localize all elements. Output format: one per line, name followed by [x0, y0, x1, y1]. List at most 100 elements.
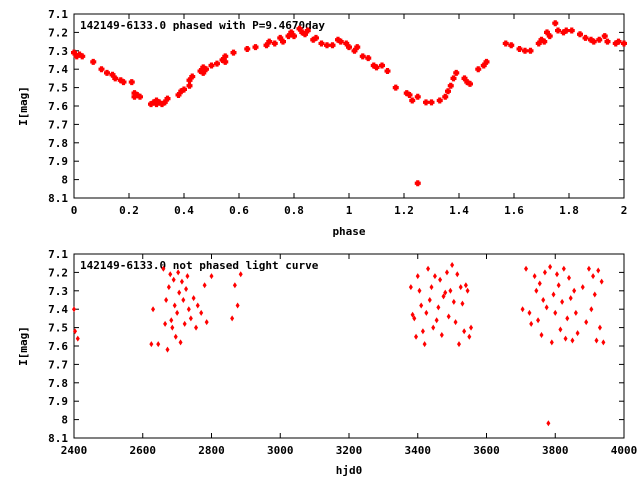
data-point — [359, 53, 366, 60]
data-point — [604, 38, 611, 45]
x-tick-label: 2800 — [198, 444, 225, 457]
y-tick-label: 7.9 — [48, 155, 68, 168]
data-point — [570, 337, 575, 344]
x-tick-label: 1.2 — [394, 204, 414, 217]
data-point — [163, 320, 168, 327]
data-point — [176, 269, 181, 276]
data-point — [98, 66, 105, 73]
x-tick-label: 3200 — [336, 444, 363, 457]
data-point — [244, 45, 251, 52]
data-point — [230, 315, 235, 322]
data-point — [324, 42, 330, 49]
raw-light-curve-chart: 142149-6133.0 not phased light curve hjd… — [17, 248, 637, 477]
data-point — [447, 82, 454, 89]
data-point — [151, 306, 156, 313]
data-point — [392, 84, 399, 91]
data-point — [409, 97, 416, 104]
x-tick-label: 1.4 — [449, 204, 469, 217]
data-point — [194, 324, 199, 331]
y-tick-label: 7.9 — [48, 395, 68, 408]
data-point — [549, 339, 554, 346]
data-point — [453, 69, 460, 76]
data-point — [572, 287, 577, 294]
data-point — [420, 328, 425, 335]
data-point — [567, 274, 571, 281]
y-tick-label: 8 — [61, 414, 68, 427]
data-point — [475, 66, 482, 73]
y-tick-label: 7.2 — [48, 26, 68, 39]
data-point — [541, 38, 548, 45]
y-tick-label: 7.7 — [48, 358, 68, 371]
data-point — [439, 331, 444, 338]
data-point — [596, 267, 601, 274]
data-point — [164, 95, 171, 102]
data-point — [601, 339, 606, 346]
x-tick-label: 1.6 — [504, 204, 524, 217]
data-point — [178, 339, 183, 346]
data-point — [554, 271, 559, 278]
data-point — [426, 265, 431, 272]
data-point — [202, 282, 207, 289]
data-point — [232, 282, 237, 289]
data-point — [156, 341, 161, 348]
data-point — [508, 42, 515, 49]
data-point — [175, 309, 180, 316]
data-point — [120, 79, 127, 86]
y-tick-label: 7.6 — [48, 340, 68, 353]
data-point — [181, 86, 187, 93]
x-tick-label: 0.6 — [229, 204, 249, 217]
data-point — [329, 42, 336, 49]
y-tick-label: 7.5 — [48, 322, 68, 335]
data-point — [137, 93, 143, 100]
plot-frame — [73, 253, 625, 439]
data-point — [594, 337, 599, 344]
x-tick-label: 2600 — [130, 444, 157, 457]
data-point — [424, 309, 429, 316]
data-point — [467, 80, 473, 87]
data-point — [568, 27, 575, 34]
data-point — [266, 38, 273, 45]
x-tick-label: 2400 — [61, 444, 88, 457]
data-point — [451, 298, 456, 305]
data-point — [186, 306, 191, 313]
data-points — [71, 20, 627, 187]
data-point — [161, 265, 166, 272]
data-point — [458, 284, 463, 291]
data-point — [188, 315, 193, 322]
x-axis-label: hjd0 — [336, 464, 363, 477]
x-tick-label: 3600 — [473, 444, 500, 457]
chart-title: 142149-6133.0 not phased light curve — [80, 259, 319, 272]
data-point — [379, 62, 385, 69]
data-point — [408, 284, 413, 291]
data-point — [252, 44, 259, 51]
data-point — [529, 320, 534, 327]
y-tick-label: 7.2 — [48, 266, 68, 279]
data-point — [551, 291, 556, 298]
data-point — [444, 269, 449, 276]
data-point — [337, 38, 344, 45]
data-point — [436, 304, 441, 311]
data-point — [429, 284, 434, 291]
data-point — [621, 40, 627, 47]
data-point — [561, 265, 566, 272]
data-point — [546, 33, 553, 40]
chart-title: 142149-6133.0 phased with P=9.4670day — [80, 19, 325, 32]
data-point — [165, 346, 170, 353]
data-point — [599, 278, 604, 285]
data-point — [450, 262, 455, 269]
x-tick-label: 4000 — [611, 444, 638, 457]
y-tick-label: 7.8 — [48, 377, 68, 390]
data-point — [169, 317, 174, 324]
data-point — [191, 295, 196, 302]
data-point — [423, 99, 429, 106]
data-point — [582, 34, 589, 41]
data-point — [185, 273, 190, 280]
data-point — [204, 319, 209, 326]
data-point — [280, 38, 286, 45]
data-point — [313, 34, 319, 41]
data-point — [209, 273, 214, 280]
data-point — [189, 73, 196, 80]
data-point — [73, 328, 78, 335]
data-point — [428, 99, 435, 106]
data-point — [560, 298, 565, 305]
